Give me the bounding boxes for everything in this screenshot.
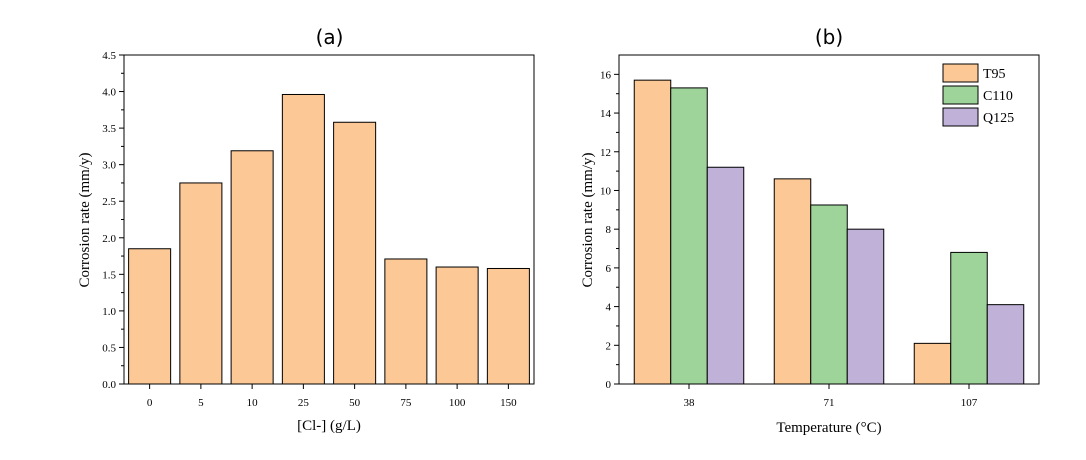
- y-tick-label: 3.5: [102, 123, 116, 135]
- bar-C110-38: [670, 87, 708, 385]
- chart-a-bars: [128, 93, 530, 385]
- x-tick-label: 25: [298, 397, 310, 409]
- legend-swatch-C110: [942, 85, 979, 105]
- bar-50: [333, 121, 377, 385]
- bar-Q125-38: [706, 166, 745, 385]
- chart-b: (b) 0 2 4 6 8 10 12 14 16 38 71 107 T95 C110 Q125 Te…: [580, 25, 1040, 436]
- bar-5: [179, 182, 223, 385]
- x-tick-label: 100: [449, 397, 466, 409]
- y-tick-label: 6: [606, 263, 612, 275]
- x-tick-label: 71: [824, 397, 835, 409]
- x-tick-label: 150: [500, 397, 517, 409]
- x-tick-label: 75: [400, 397, 412, 409]
- y-tick-label: 1.5: [102, 269, 116, 281]
- chart-b-bars: [633, 79, 1025, 385]
- bar-T95-71: [773, 178, 812, 385]
- y-tick-label: 2: [606, 340, 612, 352]
- y-tick-label: 0.5: [102, 342, 116, 354]
- bar-Q125-107: [986, 304, 1025, 385]
- y-tick-label: 16: [600, 69, 612, 81]
- legend-label-Q125: Q125: [983, 111, 1014, 126]
- legend-swatch-Q125: [942, 107, 979, 127]
- x-tick-label: 5: [198, 397, 204, 409]
- bar-25: [281, 93, 325, 385]
- chart-b-x-axis: 38 71 107: [684, 384, 978, 409]
- chart-a-x-axis: 0 5 10 25 50 75 100 150: [147, 384, 517, 409]
- y-tick-label: 8: [606, 224, 612, 236]
- chart-a-x-axis-label: [Cl-] (g/L): [297, 418, 361, 434]
- y-tick-label: 4.5: [102, 50, 116, 62]
- bar-T95-107: [913, 342, 952, 385]
- bar-150: [486, 267, 530, 385]
- bar-75: [384, 258, 428, 385]
- chart-b-x-axis-label: Temperature (°C): [776, 420, 881, 436]
- y-tick-label: 1.0: [102, 306, 116, 318]
- y-tick-label: 4: [606, 302, 612, 314]
- chart-b-title: (b): [815, 25, 843, 49]
- y-tick-label: 2.0: [102, 233, 116, 245]
- bar-T95-38: [633, 79, 672, 385]
- x-tick-label: 107: [961, 397, 978, 409]
- bar-C110-107: [950, 251, 988, 385]
- x-tick-label: 0: [147, 397, 153, 409]
- y-tick-label: 0.0: [102, 379, 116, 391]
- legend-swatch-T95: [942, 63, 979, 83]
- chart-a-y-axis-label: Corrosion rate (mm/y): [77, 153, 93, 288]
- chart-a-y-axis: 0.0 0.5 1.0 1.5 2.0 2.5 3.0 3.5 4.0 4.5: [102, 50, 124, 391]
- x-tick-label: 10: [247, 397, 259, 409]
- y-tick-label: 12: [600, 147, 611, 159]
- legend-label-T95: T95: [983, 67, 1006, 82]
- y-tick-label: 3.0: [102, 160, 116, 172]
- bar-10: [230, 150, 274, 385]
- legend-label-C110: C110: [983, 89, 1013, 104]
- chart-a-title: (a): [316, 25, 344, 49]
- y-tick-label: 4.0: [102, 87, 116, 99]
- bar-100: [435, 266, 479, 385]
- y-tick-label: 14: [600, 108, 612, 120]
- chart-b-y-axis: 0 2 4 6 8 10 12 14 16: [600, 69, 619, 391]
- bar-0: [128, 248, 172, 385]
- chart-a: (a) 0.0 0.5 1.0 1.5 2.0 2.5 3.0 3.5 4.0 4.5 0 5 10 2…: [77, 25, 535, 434]
- bar-C110-71: [810, 204, 848, 385]
- chart-b-legend: T95 C110 Q125: [942, 63, 1014, 127]
- bar-Q125-71: [846, 228, 885, 385]
- y-tick-label: 2.5: [102, 196, 116, 208]
- y-tick-label: 10: [600, 185, 612, 197]
- chart-b-y-axis-label: Corrosion rate (mm/y): [580, 153, 596, 288]
- y-tick-label: 0: [606, 379, 612, 391]
- x-tick-label: 38: [684, 397, 696, 409]
- x-tick-label: 50: [349, 397, 361, 409]
